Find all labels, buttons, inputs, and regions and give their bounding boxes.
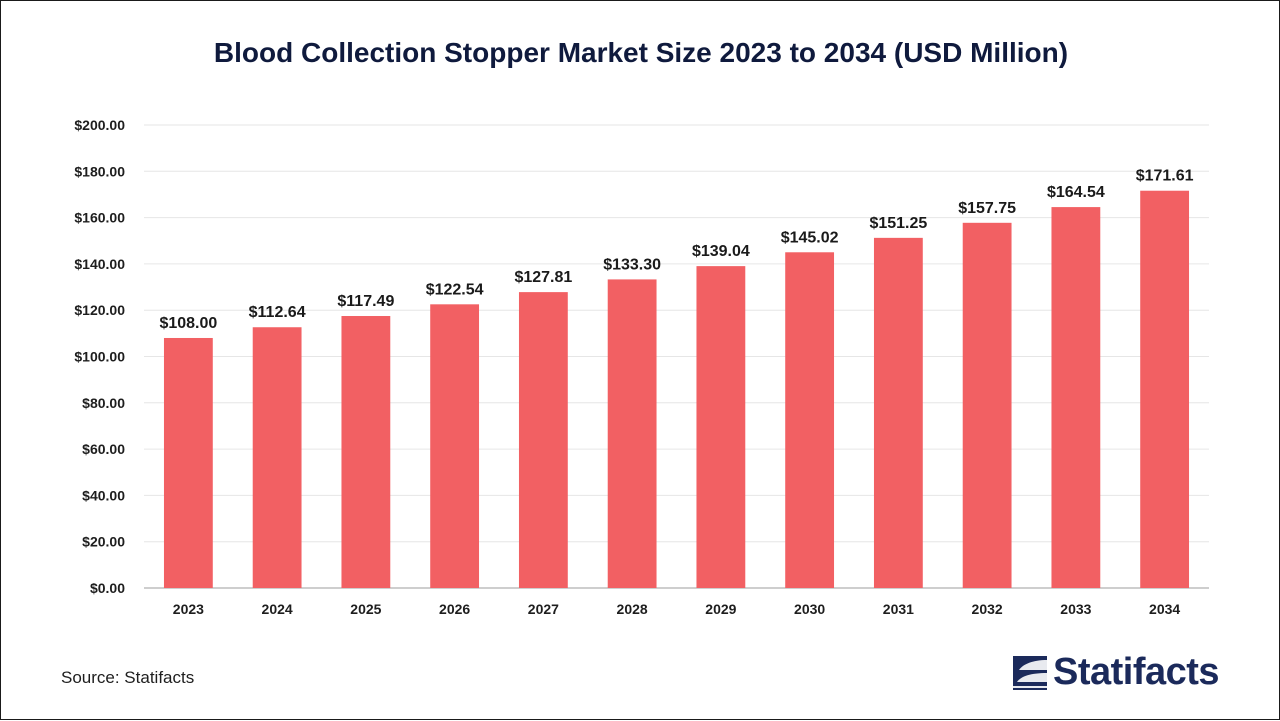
bar [1051,207,1101,588]
data-label: $122.54 [426,281,484,298]
brand-name: Statifacts [1053,651,1220,693]
data-label: $112.64 [249,304,306,321]
bar [341,316,391,588]
bar [252,327,302,588]
statifacts-logo-icon [1013,655,1047,690]
data-label: $164.54 [1047,184,1105,201]
x-tick-label: 2030 [794,601,825,617]
x-tick-label: 2027 [528,601,559,617]
data-label: $108.00 [159,315,217,332]
y-tick-label: $160.00 [74,210,125,226]
data-label: $171.61 [1136,168,1194,185]
x-tick-label: 2033 [1060,601,1091,617]
data-label: $117.49 [337,293,394,310]
x-tick-label: 2023 [173,601,204,617]
bar [785,252,835,589]
data-label: $157.75 [958,200,1016,217]
y-tick-label: $80.00 [82,395,125,411]
data-label: $127.81 [514,269,572,286]
y-tick-label: $40.00 [82,487,125,503]
data-label: $151.25 [869,215,927,232]
y-tick-label: $140.00 [74,256,125,272]
y-tick-label: $180.00 [74,163,125,179]
y-tick-label: $100.00 [74,349,125,365]
y-tick-label: $120.00 [74,302,125,318]
bar [430,304,480,588]
x-tick-label: 2028 [617,601,648,617]
y-tick-label: $20.00 [82,534,125,550]
bar [696,266,746,588]
x-tick-label: 2026 [439,601,470,617]
x-tick-label: 2025 [350,601,381,617]
x-tick-label: 2029 [705,601,736,617]
x-tick-label: 2031 [883,601,914,617]
y-tick-label: $0.00 [90,580,125,596]
source-note: Source: Statifacts [61,668,195,687]
bar [1140,190,1190,589]
y-tick-label: $200.00 [74,117,125,133]
data-label: $133.30 [603,256,661,273]
x-tick-label: 2032 [972,601,1003,617]
x-tick-label: 2034 [1149,601,1180,617]
x-tick-label: 2024 [262,601,293,617]
bar [163,337,213,588]
bar [607,279,657,588]
bar [873,237,923,588]
chart-title: Blood Collection Stopper Market Size 202… [213,37,1069,68]
brand-logo: Statifacts [1013,651,1220,694]
bar [962,222,1012,588]
y-tick-label: $60.00 [82,441,125,457]
data-label: $145.02 [781,229,839,246]
data-label: $139.04 [692,243,750,260]
bar [518,292,568,588]
